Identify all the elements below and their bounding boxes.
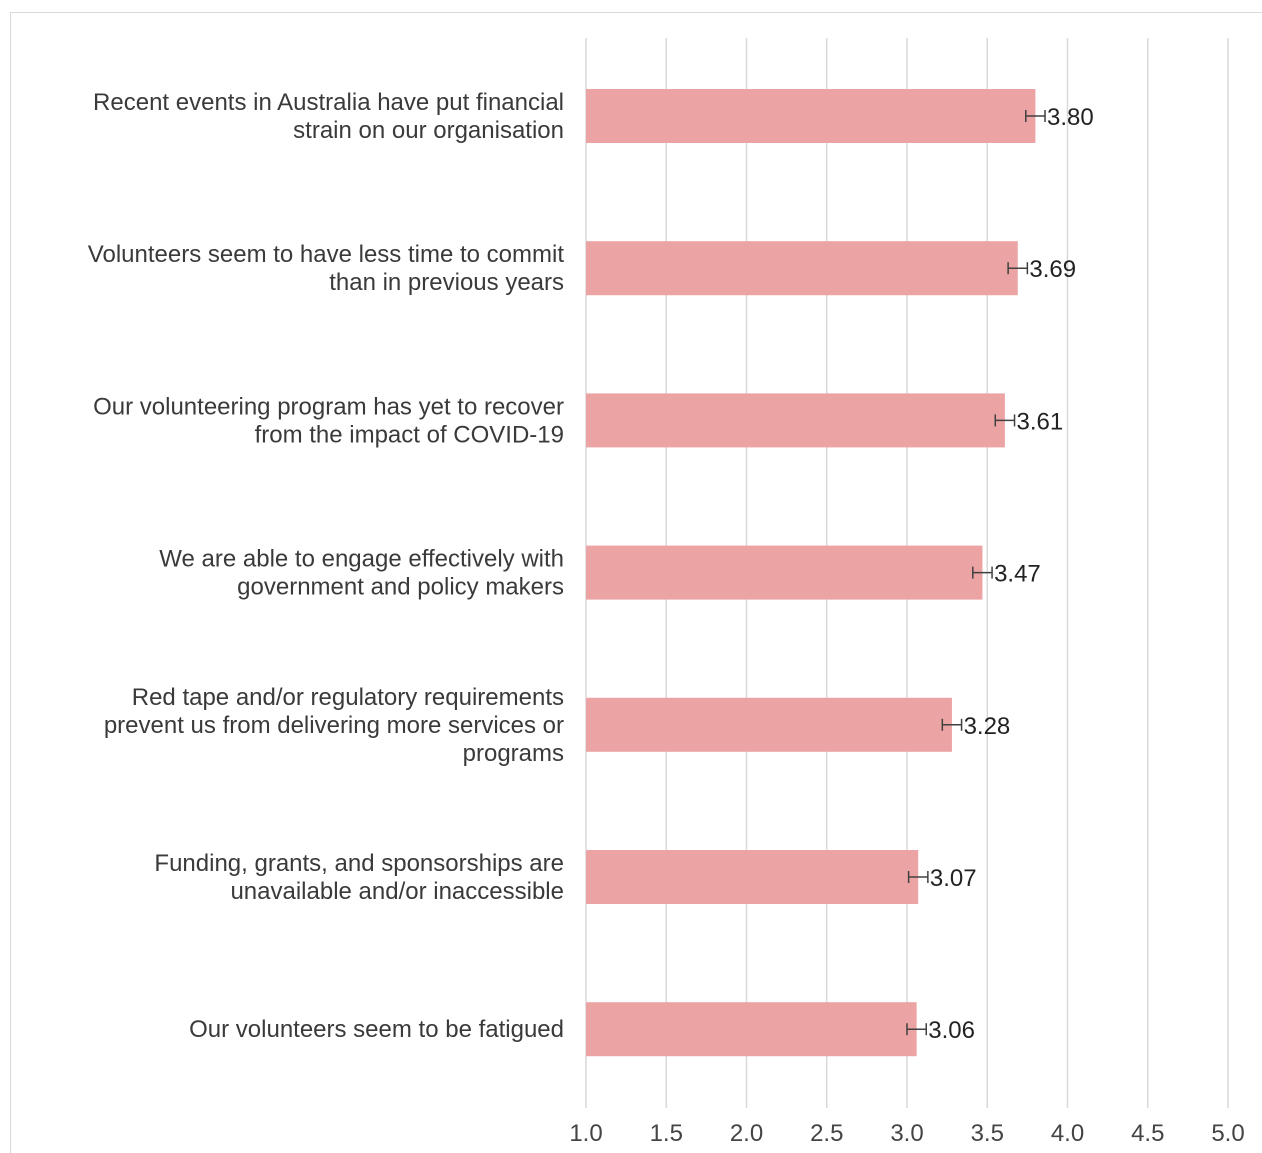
category-label: Funding, grants, and sponsorships are: [154, 850, 564, 877]
category-label: unavailable and/or inaccessible: [230, 878, 564, 905]
data-label: 3.28: [964, 713, 1011, 740]
data-label: 3.61: [1017, 408, 1064, 435]
bar: [586, 393, 1005, 448]
category-label: than in previous years: [329, 269, 564, 296]
category-label: Red tape and/or regulatory requirements: [132, 684, 564, 711]
category-label: prevent us from delivering more services…: [104, 712, 564, 739]
data-label: 3.69: [1029, 256, 1076, 283]
category-label: programs: [463, 740, 564, 767]
bar: [586, 545, 983, 600]
x-axis-ticks: 1.0 1.5 2.0 2.5 3.0 3.5 4.0 4.5 5.0: [569, 1120, 1244, 1147]
category-label: government and policy makers: [237, 574, 564, 601]
category-label: Our volunteering program has yet to reco…: [93, 393, 564, 420]
x-tick-label: 3.0: [890, 1120, 923, 1147]
category-label: Volunteers seem to have less time to com…: [88, 241, 565, 268]
bar: [586, 850, 919, 904]
x-tick-label: 3.5: [971, 1120, 1004, 1147]
x-tick-label: 2.0: [730, 1120, 763, 1147]
data-label: 3.07: [930, 865, 977, 892]
x-tick-label: 2.5: [810, 1120, 843, 1147]
chart-frame: [10, 12, 1262, 1153]
category-label: Our volunteers seem to be fatigued: [189, 1016, 564, 1043]
data-label: 3.06: [928, 1017, 975, 1044]
category-label: strain on our organisation: [293, 117, 564, 144]
bar: [586, 697, 952, 752]
category-label: Recent events in Australia have put fina…: [93, 89, 564, 116]
category-label: from the impact of COVID-19: [255, 421, 564, 448]
data-label: 3.47: [994, 561, 1041, 588]
data-label: 3.80: [1047, 104, 1094, 131]
bar: [586, 241, 1018, 296]
bar: [586, 1002, 917, 1057]
x-tick-label: 5.0: [1211, 1120, 1244, 1147]
bar: [586, 89, 1036, 143]
bars: 3.80 3.69 3.61 3.47 3.28 3.07 3.06: [586, 89, 1094, 1057]
category-labels: Recent events in Australia have put fina…: [88, 89, 565, 1043]
category-label: We are able to engage effectively with: [159, 546, 564, 573]
x-tick-label: 1.5: [650, 1120, 683, 1147]
x-tick-label: 1.0: [569, 1120, 602, 1147]
x-tick-label: 4.0: [1051, 1120, 1084, 1147]
x-tick-label: 4.5: [1131, 1120, 1164, 1147]
